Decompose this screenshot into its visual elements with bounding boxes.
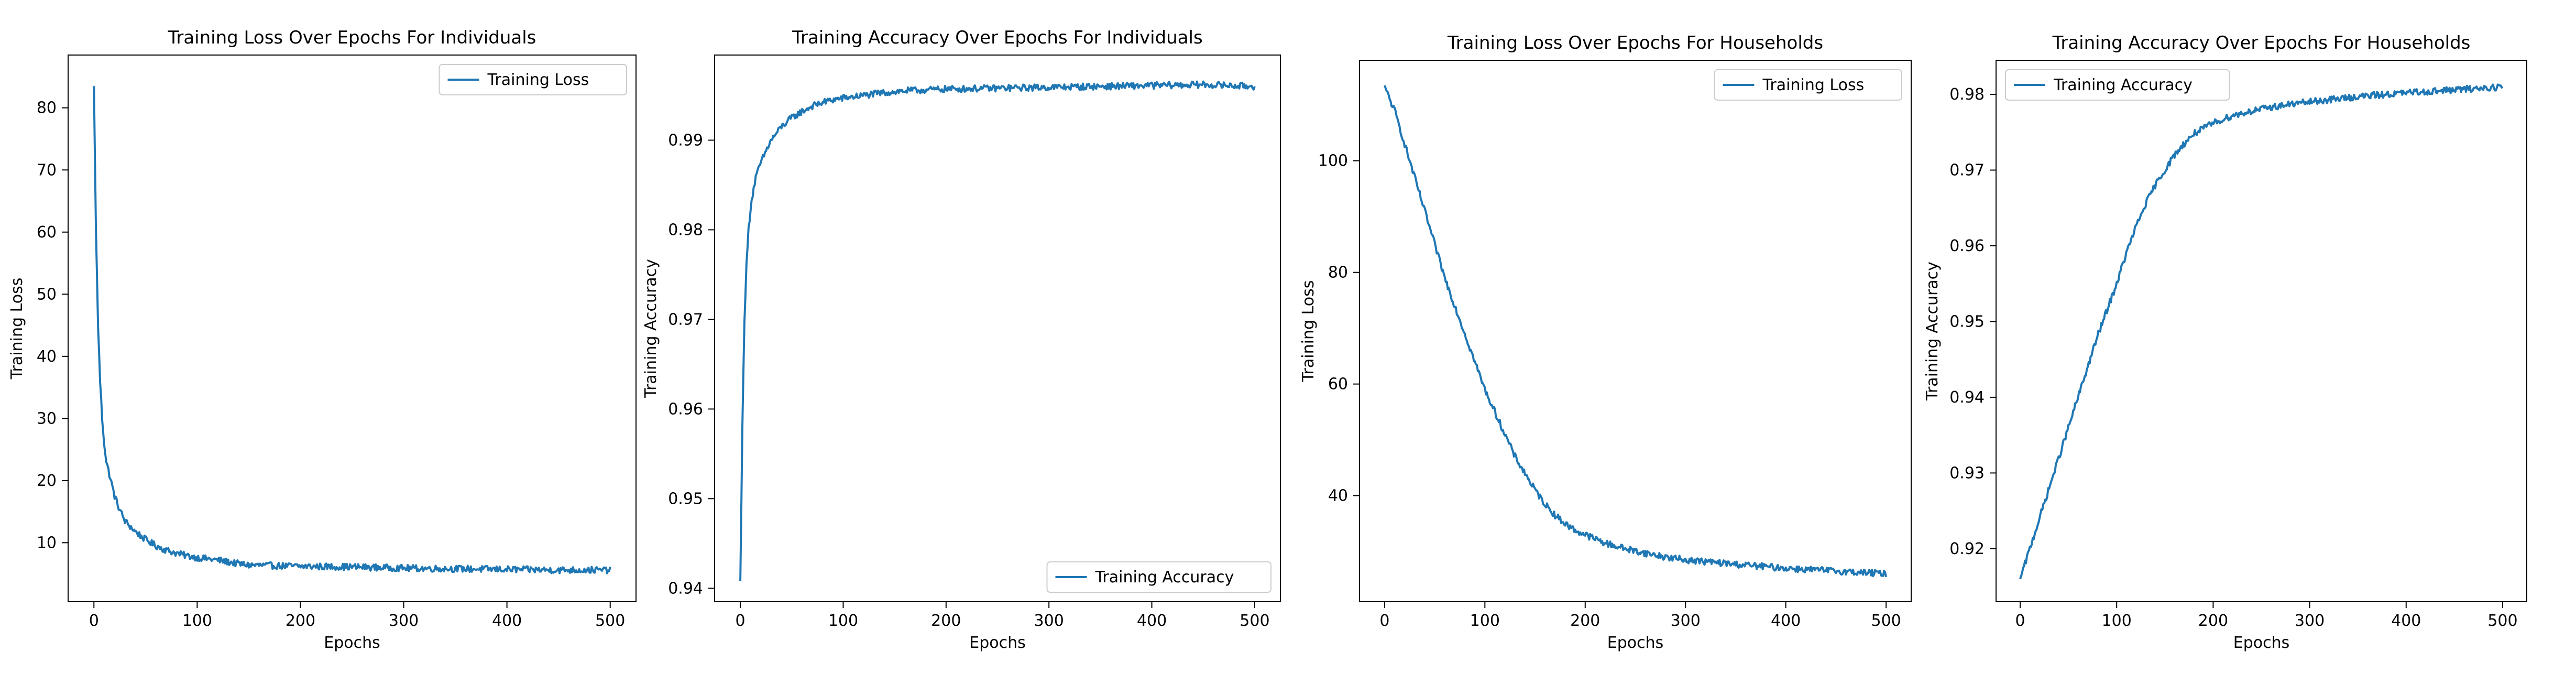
x-tick-label: 100 (182, 612, 212, 630)
chart-title: Training Accuracy Over Epochs For Househ… (2052, 32, 2471, 53)
x-tick-label: 400 (1771, 612, 1801, 630)
subplot-3: Training Loss Over Epochs For Households… (1299, 32, 1912, 652)
legend-box (1714, 69, 1902, 101)
plot-frame (714, 55, 1281, 602)
y-axis-label: Training Accuracy (1923, 262, 1942, 401)
y-tick-label: 0.94 (668, 579, 703, 598)
legend-label: Training Accuracy (2053, 76, 2193, 94)
y-tick-label: 0.96 (668, 400, 703, 418)
y-tick-label: 0.99 (668, 131, 703, 149)
legend-label: Training Loss (1762, 76, 1865, 94)
x-tick-label: 100 (1470, 612, 1500, 630)
y-tick-label: 0.98 (668, 221, 703, 239)
x-axis-label: Epochs (2233, 634, 2290, 652)
x-tick-label: 400 (1137, 612, 1167, 630)
subplot-4: Training Accuracy Over Epochs For Househ… (1923, 32, 2527, 652)
legend-label: Training Accuracy (1095, 568, 1234, 587)
x-tick-label: 300 (1034, 612, 1064, 630)
x-tick-label: 200 (286, 612, 315, 630)
legend: Training Loss (1714, 69, 1902, 101)
y-tick-label: 60 (37, 223, 57, 242)
x-tick-label: 0 (1379, 612, 1389, 630)
legend-box (439, 64, 627, 95)
y-axis-label: Training Accuracy (642, 259, 660, 398)
chart-title: Training Loss Over Epochs For Households (1447, 32, 1823, 53)
y-tick-label: 0.94 (1949, 388, 1985, 407)
x-tick-label: 200 (931, 612, 961, 630)
x-tick-label: 500 (2487, 612, 2517, 630)
chart-title: Training Loss Over Epochs For Individual… (168, 27, 536, 48)
y-tick-label: 100 (1318, 152, 1348, 170)
legend-box (2005, 69, 2230, 101)
y-tick-label: 40 (37, 348, 57, 366)
y-tick-label: 0.92 (1949, 540, 1985, 558)
series-line (2019, 83, 2504, 580)
x-tick-label: 300 (389, 612, 419, 630)
x-tick-label: 100 (828, 612, 858, 630)
x-tick-label: 200 (2198, 612, 2228, 630)
y-tick-label: 0.98 (1949, 85, 1985, 104)
y-tick-label: 0.97 (668, 310, 703, 329)
y-tick-label: 0.95 (668, 490, 703, 508)
y-tick-label: 0.96 (1949, 237, 1985, 255)
y-axis-label: Training Loss (8, 278, 26, 380)
x-tick-label: 500 (595, 612, 625, 630)
plot-frame (1996, 60, 2527, 602)
x-axis-label: Epochs (1607, 634, 1664, 652)
y-tick-label: 50 (37, 285, 57, 303)
series-line (1384, 85, 1888, 578)
legend-label: Training Loss (487, 71, 589, 89)
x-tick-label: 400 (492, 612, 522, 630)
y-tick-label: 70 (37, 161, 57, 179)
y-tick-label: 40 (1328, 487, 1348, 505)
x-tick-label: 500 (1240, 612, 1269, 630)
y-tick-label: 0.93 (1949, 464, 1985, 482)
x-tick-label: 0 (736, 612, 746, 630)
series-line (739, 80, 1256, 581)
subplot-2: Training Accuracy Over Epochs For Indivi… (642, 27, 1281, 652)
y-tick-label: 30 (37, 409, 57, 428)
chart-title: Training Accuracy Over Epochs For Indivi… (792, 27, 1202, 48)
subplot-1: Training Loss Over Epochs For Individual… (8, 27, 637, 652)
y-axis-label: Training Loss (1299, 280, 1318, 383)
x-axis-label: Epochs (969, 634, 1026, 652)
series-line (93, 86, 611, 574)
x-axis-label: Epochs (324, 634, 380, 652)
x-tick-label: 100 (2102, 612, 2132, 630)
y-tick-label: 60 (1328, 375, 1348, 394)
plot-frame (68, 55, 637, 602)
x-tick-label: 0 (2015, 612, 2025, 630)
x-tick-label: 400 (2391, 612, 2421, 630)
y-tick-label: 10 (37, 534, 57, 552)
y-tick-label: 0.95 (1949, 312, 1985, 331)
y-tick-label: 80 (37, 99, 57, 117)
y-tick-label: 0.97 (1949, 161, 1985, 179)
y-tick-label: 80 (1328, 264, 1348, 282)
x-tick-label: 300 (2295, 612, 2325, 630)
x-tick-label: 0 (89, 612, 99, 630)
x-tick-label: 200 (1570, 612, 1600, 630)
legend: Training Loss (439, 64, 627, 95)
x-tick-label: 300 (1671, 612, 1701, 630)
legend: Training Accuracy (1046, 561, 1271, 593)
legend-box (1046, 561, 1271, 593)
y-tick-label: 20 (37, 472, 57, 490)
legend: Training Accuracy (2005, 69, 2230, 101)
plot-frame (1359, 60, 1912, 602)
x-tick-label: 500 (1871, 612, 1901, 630)
